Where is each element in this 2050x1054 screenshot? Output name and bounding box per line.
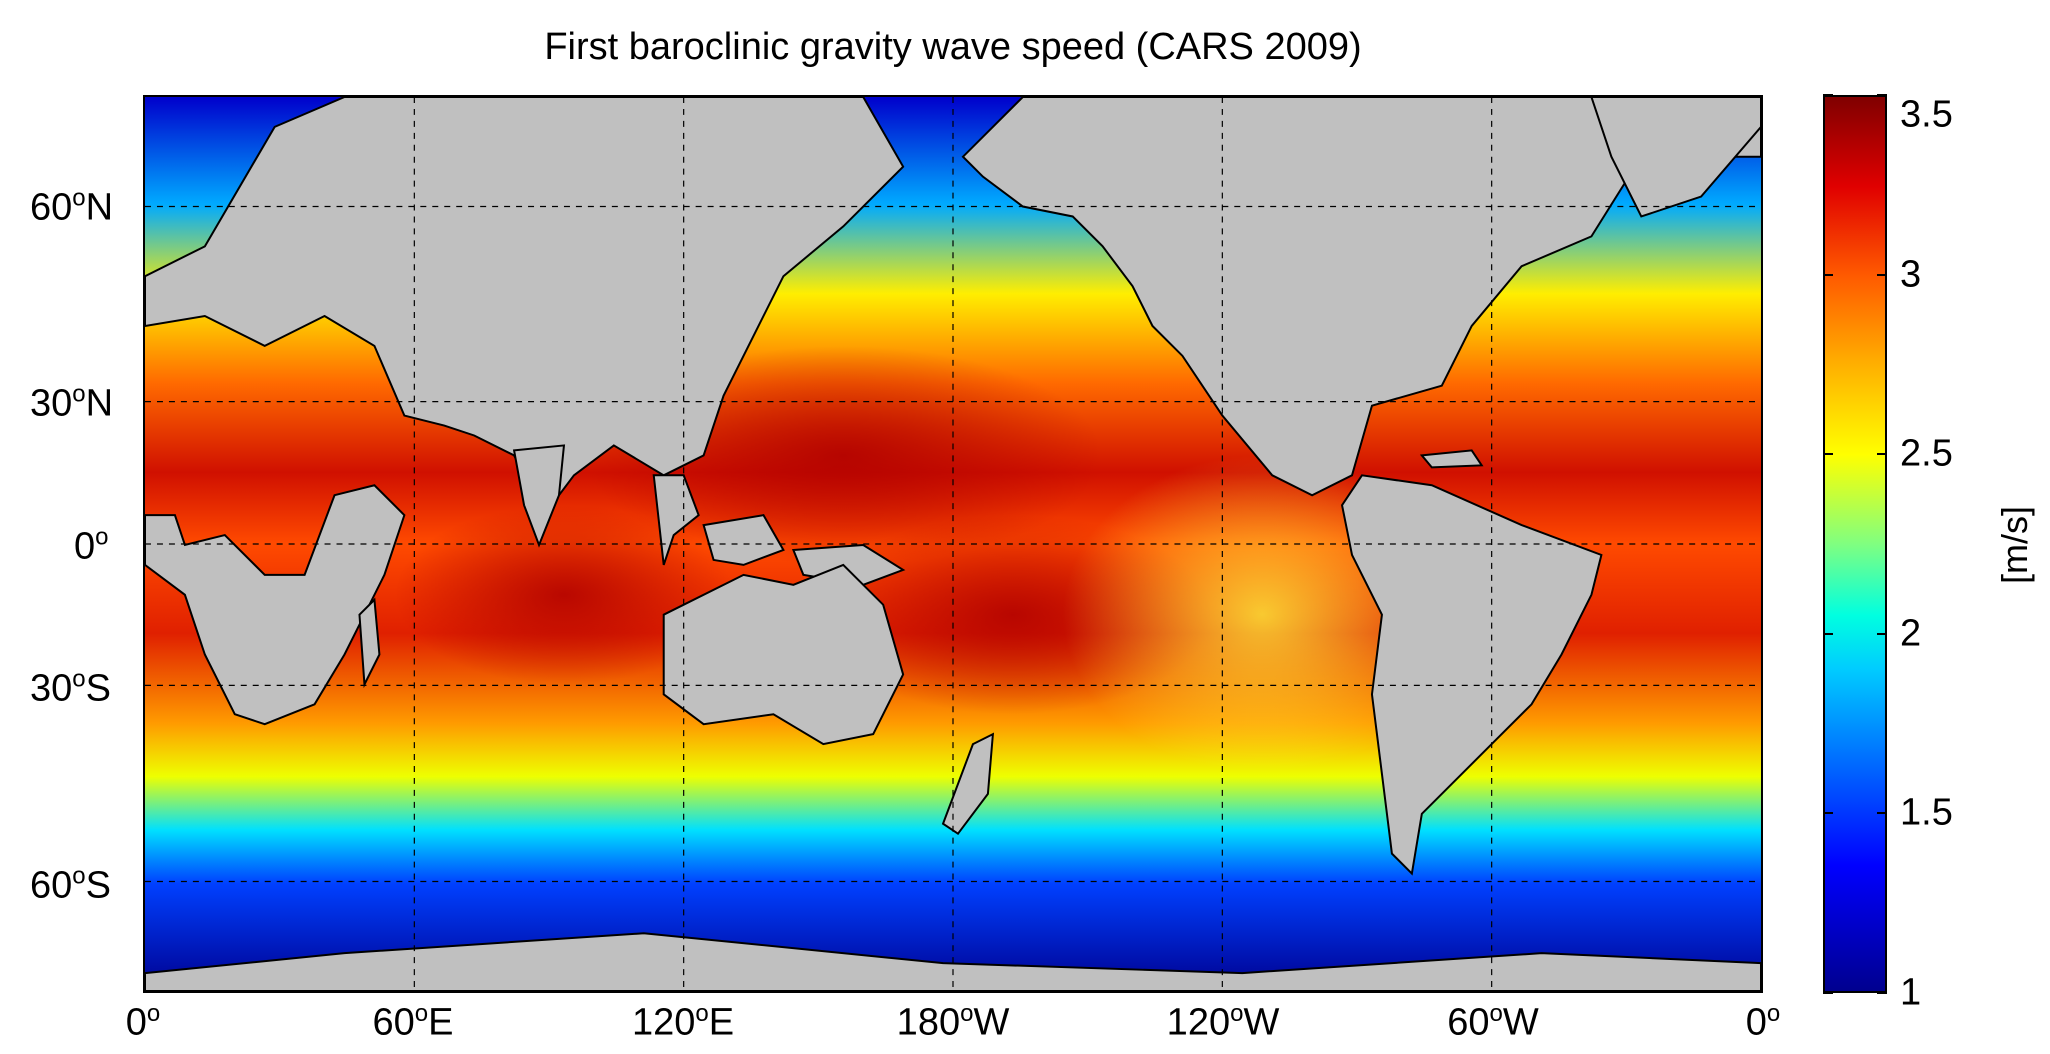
colorbar-tick-label: 2 [1900,612,1922,655]
colorbar-tick-mark [1823,992,1833,994]
colorbar-tick-mark [1877,453,1887,456]
colorbar-tick-mark [1877,992,1887,994]
indian-ocean-hot-spot [394,505,734,685]
colorbar-tick-mark [1877,632,1887,635]
colorbar-tick-label: 1.5 [1900,791,1953,834]
colorbar-tick-mark [1877,812,1887,815]
page-title: First baroclinic gravity wave speed (CAR… [544,26,1362,68]
grid-lines [145,97,1761,991]
land-new-zealand [941,732,995,836]
colorbar-tick-mark [1823,812,1833,815]
colorbar-unit-label: [m/s] [1994,506,2035,584]
land-africa [145,484,406,726]
x-tick-180w: 180oW [896,1000,1010,1044]
land-north-america [961,97,1761,497]
y-tick-30n: 30oN [30,380,114,425]
colorbar [1823,95,1887,993]
land-south-america [1340,474,1603,876]
colorbar-tick-mark [1877,273,1887,276]
land-india [512,444,566,548]
y-tick-30s: 30oS [30,665,111,710]
colorbar-tick-label: 1 [1900,971,1922,1014]
colorbar-tick-mark [1823,453,1833,456]
colorbar-tick-mark [1823,94,1833,96]
land-borneo-indonesia [702,514,785,566]
x-tick-60w: 60oW [1447,1000,1539,1044]
map-svg [145,97,1761,991]
map-panel [143,95,1763,993]
land-australia [662,563,905,746]
land-greenland [1590,97,1761,218]
x-tick-0-right: 0o [1745,1000,1781,1044]
land-antarctica [145,932,1761,991]
colorbar-tick-mark [1823,632,1833,635]
x-tick-60e: 60oE [372,1000,454,1044]
land-eurasia [145,97,905,518]
land-cuba [1419,449,1484,469]
y-tick-0: 0o [74,523,109,568]
land-southeast-asia [652,474,700,566]
x-tick-0: 0o [125,1000,161,1044]
land-masses [145,97,1761,991]
y-tick-60n: 60oN [30,184,114,229]
colorbar-tick-mark [1877,94,1887,96]
x-tick-120e: 120oE [631,1000,735,1044]
colorbar-tick-label: 2.5 [1900,432,1953,475]
y-tick-60s: 60oS [30,862,111,907]
land-madagascar [358,597,381,689]
colorbar-tick-label: 3 [1900,253,1922,296]
x-tick-120w: 120oW [1166,1000,1280,1044]
colorbar-tick-label: 3.5 [1900,93,1953,136]
colorbar-tick-mark [1823,273,1833,276]
